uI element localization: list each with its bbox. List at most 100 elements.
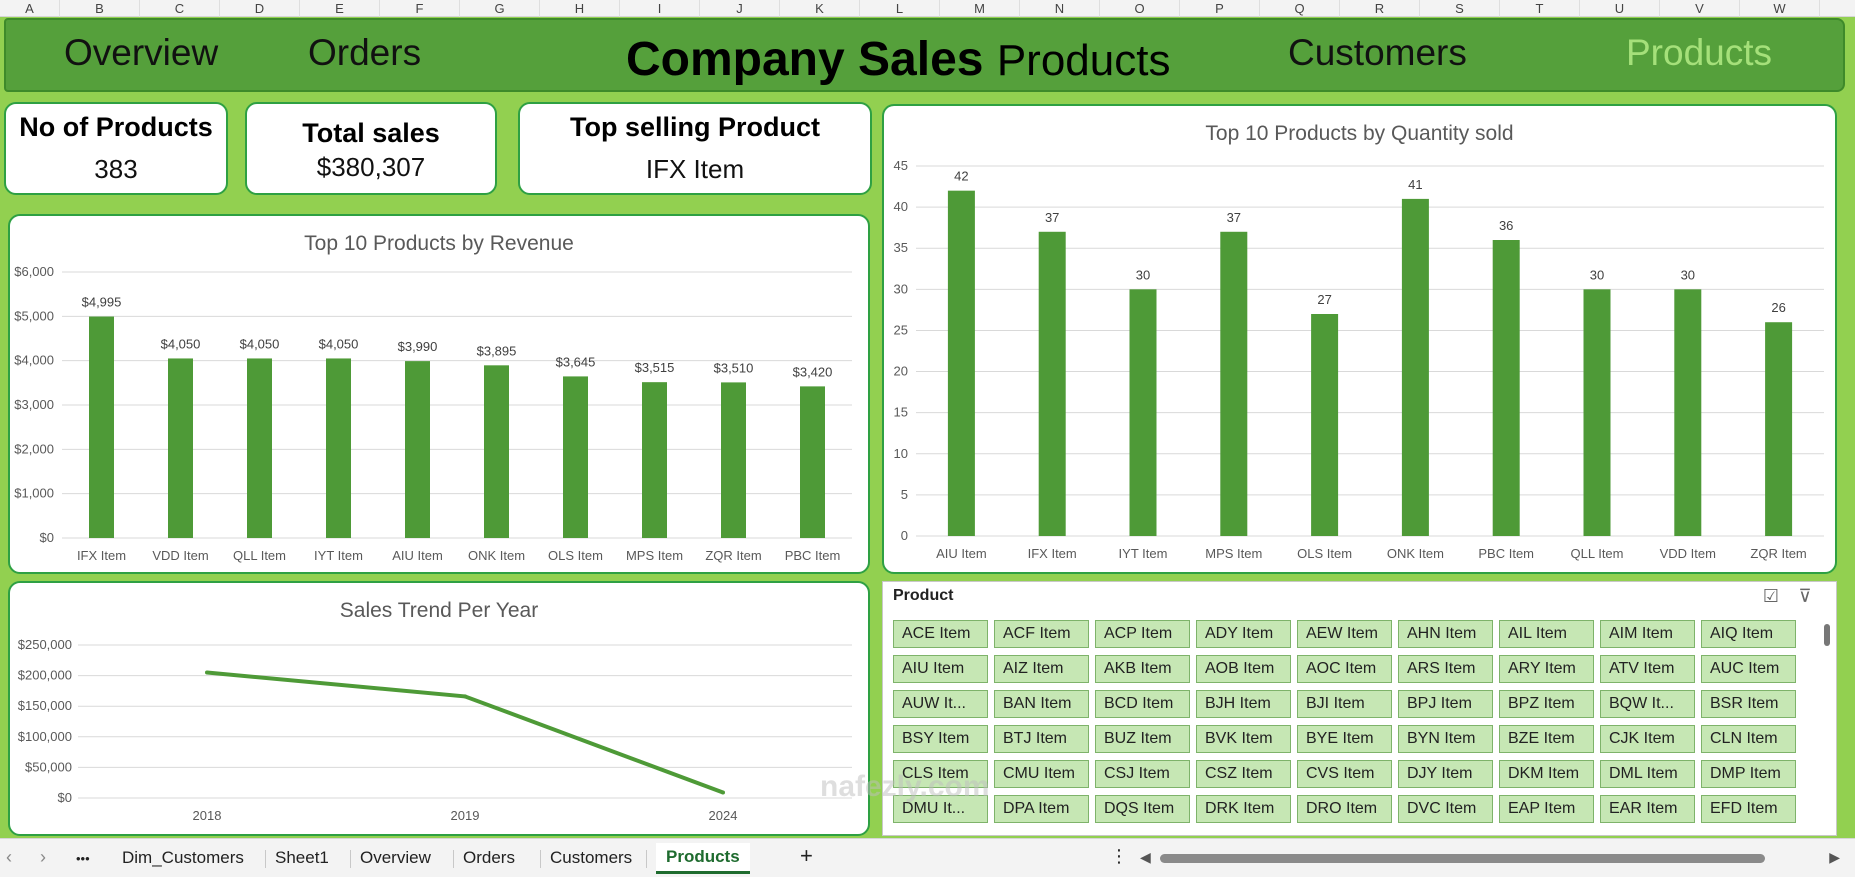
slicer-item[interactable]: ARY Item <box>1499 655 1594 683</box>
slicer-item[interactable]: AIU Item <box>893 655 988 683</box>
column-header-u[interactable]: U <box>1580 0 1660 17</box>
slicer-item[interactable]: BZE Item <box>1499 725 1594 753</box>
nav-overview-link[interactable]: Overview <box>64 32 219 73</box>
trend-point[interactable] <box>721 790 725 795</box>
slicer-item[interactable]: BYN Item <box>1398 725 1493 753</box>
bar[interactable] <box>721 382 746 538</box>
column-header-b[interactable]: B <box>60 0 140 17</box>
column-header-f[interactable]: F <box>380 0 460 17</box>
more-sheets-button[interactable]: ••• <box>76 851 90 866</box>
column-header-h[interactable]: H <box>540 0 620 17</box>
column-header-v[interactable]: V <box>1660 0 1740 17</box>
tab-options-icon[interactable]: ⋮ <box>1110 846 1128 866</box>
next-sheet-icon[interactable]: › <box>40 847 46 867</box>
column-header-t[interactable]: T <box>1500 0 1580 17</box>
column-header-i[interactable]: I <box>620 0 700 17</box>
slicer-item[interactable]: BJI Item <box>1297 690 1392 718</box>
bar[interactable] <box>947 190 975 536</box>
slicer-item[interactable]: CLN Item <box>1701 725 1796 753</box>
column-header-k[interactable]: K <box>780 0 860 17</box>
column-header-p[interactable]: P <box>1180 0 1260 17</box>
slicer-item[interactable]: ARS Item <box>1398 655 1493 683</box>
bar[interactable] <box>642 382 667 538</box>
slicer-item[interactable]: AHN Item <box>1398 620 1493 648</box>
slicer-item[interactable]: CJK Item <box>1600 725 1695 753</box>
nav-products-link[interactable]: Products <box>1626 32 1773 73</box>
horizontal-scroll-thumb[interactable] <box>1160 854 1765 863</box>
column-header-q[interactable]: Q <box>1260 0 1340 17</box>
slicer-item[interactable]: BPZ Item <box>1499 690 1594 718</box>
slicer-item[interactable]: ADY Item <box>1196 620 1291 648</box>
column-header-l[interactable]: L <box>860 0 940 17</box>
column-header-n[interactable]: N <box>1020 0 1100 17</box>
bar[interactable] <box>1492 240 1520 536</box>
slicer-item[interactable]: CLS Item <box>893 760 988 788</box>
bar[interactable] <box>1220 231 1248 536</box>
slicer-item[interactable]: DKM Item <box>1499 760 1594 788</box>
quantity-chart-card[interactable]: Top 10 Products by Quantity sold 0 5 10 15 2… <box>882 104 1837 574</box>
column-header-g[interactable]: G <box>460 0 540 17</box>
slicer-item[interactable]: BUZ Item <box>1095 725 1190 753</box>
bar[interactable] <box>1674 289 1702 536</box>
prev-sheet-icon[interactable]: ‹ <box>6 847 12 867</box>
nav-customers-link[interactable]: Customers <box>1288 32 1467 73</box>
slicer-item[interactable]: AOB Item <box>1196 655 1291 683</box>
slicer-item[interactable]: CSJ Item <box>1095 760 1190 788</box>
bar[interactable] <box>800 386 825 538</box>
slicer-item[interactable]: CSZ Item <box>1196 760 1291 788</box>
slicer-item[interactable]: AOC Item <box>1297 655 1392 683</box>
slicer-item[interactable]: AKB Item <box>1095 655 1190 683</box>
column-header-o[interactable]: O <box>1100 0 1180 17</box>
column-header-w[interactable]: W <box>1740 0 1820 17</box>
slicer-item[interactable]: EFD Item <box>1701 795 1796 823</box>
sheet-tab-sheet1[interactable]: Sheet1 <box>275 848 329 867</box>
slicer-item[interactable]: AEW Item <box>1297 620 1392 648</box>
slicer-item[interactable]: BQW It... <box>1600 690 1695 718</box>
trend-point[interactable] <box>463 694 467 699</box>
slicer-item[interactable]: BYE Item <box>1297 725 1392 753</box>
slicer-item[interactable]: AUW It... <box>893 690 988 718</box>
column-header-m[interactable]: M <box>940 0 1020 17</box>
slicer-item[interactable]: AUC Item <box>1701 655 1796 683</box>
bar[interactable] <box>405 361 430 538</box>
sheet-tab-products[interactable]: Products <box>656 843 750 874</box>
slicer-item[interactable]: DVC Item <box>1398 795 1493 823</box>
slicer-item[interactable]: CVS Item <box>1297 760 1392 788</box>
add-sheet-button[interactable]: + <box>800 843 813 868</box>
slicer-item[interactable]: BSY Item <box>893 725 988 753</box>
bar[interactable] <box>326 358 351 538</box>
bar[interactable] <box>1583 289 1611 536</box>
trend-point[interactable] <box>205 670 209 675</box>
slicer-item[interactable]: DJY Item <box>1398 760 1493 788</box>
slicer-item[interactable]: ACE Item <box>893 620 988 648</box>
slicer-item[interactable]: AIQ Item <box>1701 620 1796 648</box>
scroll-left-icon[interactable]: ◀ <box>1140 849 1151 865</box>
trend-chart-card[interactable]: Sales Trend Per Year $0 $50,000 $100,000 $1… <box>8 581 870 836</box>
bar[interactable] <box>247 358 272 538</box>
slicer-item[interactable]: DRK Item <box>1196 795 1291 823</box>
bar[interactable] <box>89 316 114 538</box>
slicer-scrollbar[interactable] <box>1824 620 1830 825</box>
bar[interactable] <box>168 358 193 538</box>
clear-filter-icon[interactable]: ⊽ <box>1798 586 1812 606</box>
slicer-item[interactable]: DRO Item <box>1297 795 1392 823</box>
slicer-scroll-thumb[interactable] <box>1824 624 1830 646</box>
slicer-item[interactable]: BPJ Item <box>1398 690 1493 718</box>
slicer-item[interactable]: BTJ Item <box>994 725 1089 753</box>
bar[interactable] <box>1765 322 1793 536</box>
slicer-item[interactable]: DQS Item <box>1095 795 1190 823</box>
slicer-item[interactable]: AIM Item <box>1600 620 1695 648</box>
slicer-item[interactable]: ACP Item <box>1095 620 1190 648</box>
column-header-j[interactable]: J <box>700 0 780 17</box>
sheet-tab-overview[interactable]: Overview <box>360 848 431 867</box>
sheet-tab-customers[interactable]: Customers <box>550 848 633 867</box>
slicer-item[interactable]: CMU Item <box>994 760 1089 788</box>
slicer-item[interactable]: DMP Item <box>1701 760 1796 788</box>
slicer-item[interactable]: DML Item <box>1600 760 1695 788</box>
slicer-item[interactable]: ATV Item <box>1600 655 1695 683</box>
scroll-right-icon[interactable]: ▶ <box>1829 849 1840 865</box>
column-header-r[interactable]: R <box>1340 0 1420 17</box>
slicer-item[interactable]: BSR Item <box>1701 690 1796 718</box>
slicer-item[interactable]: AIL Item <box>1499 620 1594 648</box>
trend-line[interactable] <box>206 670 724 795</box>
